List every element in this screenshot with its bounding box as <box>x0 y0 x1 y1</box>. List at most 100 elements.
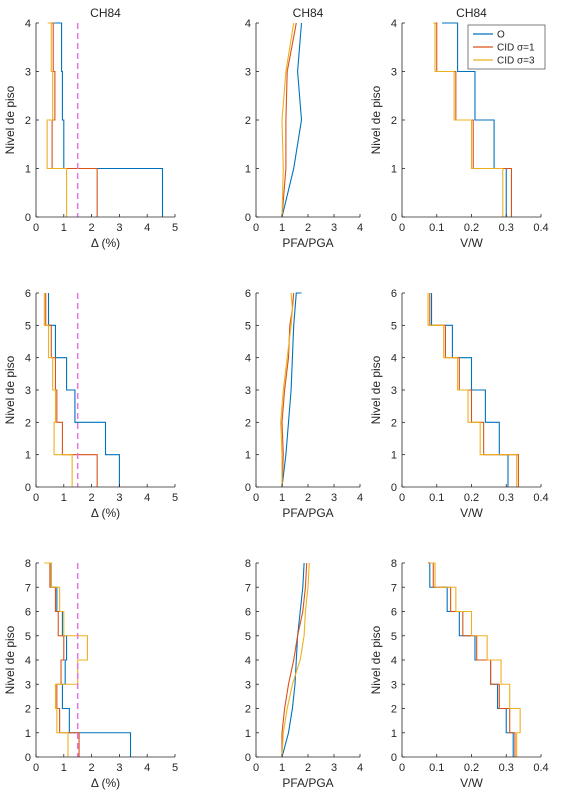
y-tick-label: 8 <box>25 558 31 570</box>
series-line-cid-1 <box>49 22 98 217</box>
x-tick-label: 0.4 <box>533 492 548 504</box>
y-tick-label: 2 <box>25 115 31 127</box>
x-tick-label: 4 <box>144 762 150 774</box>
x-tick-label: 4 <box>144 492 150 504</box>
series-line-cid-3 <box>43 293 73 487</box>
x-tick-label: 4 <box>357 762 363 774</box>
panel-7: 0 1 2 3 4 5 0 1 2 3 4 5 6 7 8 Δ (%) Nivel de piso <box>3 558 178 790</box>
panel-3: 0 0.1 0.2 0.3 0.4 0 1 2 3 4 V/W Nivel de piso CH84 <box>369 6 549 250</box>
y-axis-label: Nivel de piso <box>3 85 17 154</box>
y-tick-label: 3 <box>245 679 251 691</box>
y-tick-label: 3 <box>245 67 251 79</box>
x-tick-label: 0 <box>399 492 405 504</box>
y-tick-label: 6 <box>25 607 31 619</box>
x-tick-label: 0.4 <box>533 762 548 774</box>
x-tick-label: 1 <box>279 492 285 504</box>
x-tick-label: 1 <box>279 222 285 234</box>
series-line-o <box>281 292 302 488</box>
x-tick-label: 0.1 <box>429 222 444 234</box>
y-tick-label: 5 <box>25 320 31 332</box>
y-tick-label: 4 <box>245 655 251 667</box>
y-tick-label: 4 <box>391 18 397 30</box>
y-tick-label: 0 <box>391 482 397 494</box>
y-tick-label: 7 <box>391 582 397 594</box>
x-tick-label: 3 <box>116 762 122 774</box>
x-tick-label: 0.1 <box>429 762 444 774</box>
y-tick-label: 4 <box>25 18 31 30</box>
y-tick-label: 3 <box>245 385 251 397</box>
y-tick-label: 0 <box>245 752 251 764</box>
series-line-o <box>47 293 120 487</box>
x-axis-label: V/W <box>460 776 483 790</box>
x-tick-label: 0 <box>399 222 405 234</box>
x-tick-label: 2 <box>89 492 95 504</box>
y-axis-label: Nivel de piso <box>3 625 17 694</box>
x-tick-label: 0.1 <box>429 492 444 504</box>
x-axis-label: PFA/PGA <box>282 506 333 520</box>
y-axis-label: Nivel de piso <box>369 355 383 424</box>
x-tick-label: 0 <box>33 762 39 774</box>
panel-title: CH84 <box>456 6 487 20</box>
x-tick-label: 1 <box>61 492 67 504</box>
panel-6: 0 0.1 0.2 0.3 0.4 0 1 2 3 4 5 6 V/W Nivel de piso <box>369 288 549 520</box>
y-tick-label: 5 <box>245 320 251 332</box>
panel-8: 0 1 2 3 4 0 1 2 3 4 5 6 7 8 PFA/PGA <box>245 558 363 790</box>
series-line-cid-3 <box>433 22 504 217</box>
x-tick-label: 0 <box>253 222 259 234</box>
x-tick-label: 0 <box>399 762 405 774</box>
x-tick-label: 0.3 <box>499 222 514 234</box>
y-tick-label: 1 <box>25 164 31 176</box>
x-axis-label: PFA/PGA <box>282 236 333 250</box>
x-axis-label: PFA/PGA <box>282 776 333 790</box>
y-tick-label: 8 <box>245 558 251 570</box>
y-tick-label: 6 <box>245 607 251 619</box>
y-tick-label: 1 <box>25 728 31 740</box>
x-tick-label: 4 <box>357 222 363 234</box>
series-line-o <box>45 562 132 757</box>
panel-5: 0 1 2 3 4 0 1 2 3 4 5 6 PFA/PGA <box>245 288 363 520</box>
y-tick-label: 2 <box>245 704 251 716</box>
x-tick-label: 3 <box>331 492 337 504</box>
y-tick-label: 5 <box>245 631 251 643</box>
plot-area: 0 1 2 3 4 5 0 1 2 3 4 Δ (%) Nivel de piso CH84 0 1 2 3 4 0 1… <box>3 6 549 790</box>
x-tick-label: 1 <box>61 762 67 774</box>
series-line-o <box>281 22 303 218</box>
x-axis-label: Δ (%) <box>91 236 120 250</box>
y-axis-label: Nivel de piso <box>369 625 383 694</box>
x-tick-label: 0 <box>33 222 39 234</box>
y-tick-label: 3 <box>391 679 397 691</box>
series-line-o <box>281 562 305 758</box>
x-tick-label: 0 <box>253 762 259 774</box>
y-tick-label: 3 <box>25 679 31 691</box>
panel-1: 0 1 2 3 4 5 0 1 2 3 4 Δ (%) Nivel de piso CH84 <box>3 6 178 250</box>
y-tick-label: 0 <box>25 212 31 224</box>
y-tick-label: 5 <box>391 320 397 332</box>
x-axis-label: Δ (%) <box>91 506 120 520</box>
y-tick-label: 5 <box>25 631 31 643</box>
y-tick-label: 1 <box>245 450 251 462</box>
y-tick-label: 1 <box>391 164 397 176</box>
x-axis-label: V/W <box>460 236 483 250</box>
y-tick-label: 1 <box>391 728 397 740</box>
y-tick-label: 2 <box>245 417 251 429</box>
x-tick-label: 3 <box>331 762 337 774</box>
x-tick-label: 2 <box>89 762 95 774</box>
y-tick-label: 8 <box>391 558 397 570</box>
y-tick-label: 4 <box>25 353 31 365</box>
y-tick-label: 0 <box>391 752 397 764</box>
y-tick-label: 3 <box>25 385 31 397</box>
y-axis-label: Nivel de piso <box>3 355 17 424</box>
y-tick-label: 1 <box>245 164 251 176</box>
y-tick-label: 3 <box>25 67 31 79</box>
panel-2: 0 1 2 3 4 0 1 2 3 4 PFA/PGA CH84 <box>245 6 363 250</box>
x-tick-label: 5 <box>172 222 178 234</box>
y-tick-label: 4 <box>245 353 251 365</box>
x-tick-label: 0.2 <box>464 492 479 504</box>
series-line-cid-3 <box>427 293 518 487</box>
y-tick-label: 0 <box>245 482 251 494</box>
y-tick-label: 6 <box>245 288 251 300</box>
series-line-cid-3 <box>281 562 310 758</box>
y-tick-label: 2 <box>25 417 31 429</box>
x-axis-label: Δ (%) <box>91 776 120 790</box>
x-tick-label: 0.2 <box>464 762 479 774</box>
